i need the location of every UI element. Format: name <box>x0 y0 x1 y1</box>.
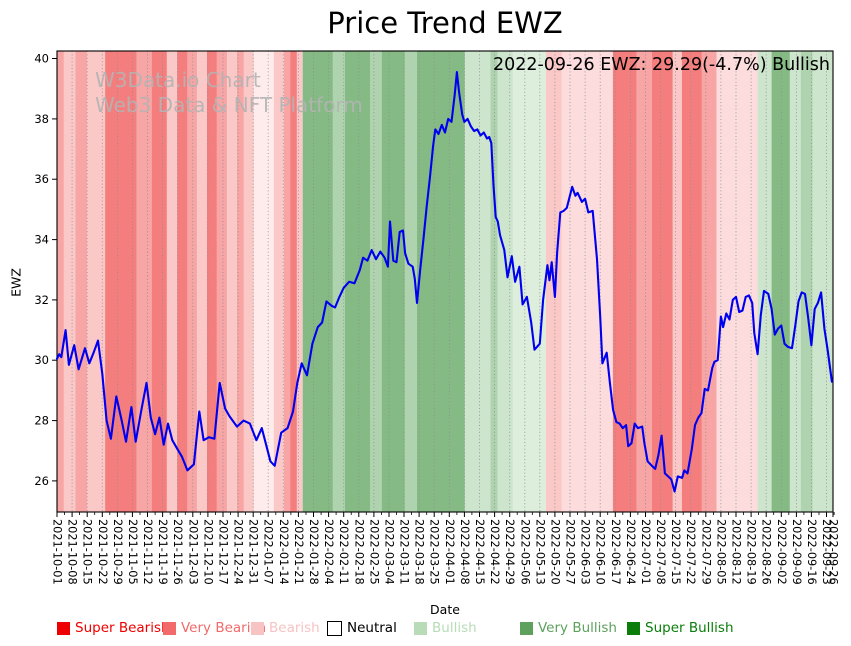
svg-text:2022-08-26: 2022-08-26 <box>760 519 773 585</box>
sentiment-bands <box>57 51 833 512</box>
legend-label: Neutral <box>347 620 397 636</box>
legend-swatch-icon <box>163 621 176 635</box>
svg-text:2021-11-19: 2021-11-19 <box>156 519 169 585</box>
legend-label: Super Bearish <box>75 620 170 636</box>
legend-item-bullish: Bullish <box>414 620 477 636</box>
svg-text:2021-12-10: 2021-12-10 <box>201 519 214 585</box>
svg-text:2022-06-24: 2022-06-24 <box>624 519 637 585</box>
legend-swatch-icon <box>251 621 264 635</box>
x-axis-label: Date <box>430 602 460 617</box>
svg-text:2022-09-23: 2022-09-23 <box>820 519 833 585</box>
svg-text:2022-05-13: 2022-05-13 <box>533 519 546 585</box>
legend-swatch-icon <box>627 621 640 635</box>
y-ticks: 26 28 30 32 34 36 38 40 <box>34 52 57 488</box>
svg-text:2022-05-20: 2022-05-20 <box>548 519 561 585</box>
svg-text:2021-11-26: 2021-11-26 <box>171 519 184 585</box>
svg-text:34: 34 <box>34 233 49 247</box>
svg-text:28: 28 <box>34 414 49 428</box>
svg-text:2021-10-29: 2021-10-29 <box>111 519 124 585</box>
svg-text:2022-01-21: 2022-01-21 <box>292 519 305 585</box>
svg-text:2022-02-04: 2022-02-04 <box>322 519 335 585</box>
svg-text:2022-08-05: 2022-08-05 <box>714 519 727 585</box>
latest-price-annotation: 2022-09-26 EWZ: 29.29(-4.7%) Bullish <box>492 55 830 75</box>
svg-text:2022-01-14: 2022-01-14 <box>277 519 290 585</box>
svg-text:2022-08-12: 2022-08-12 <box>730 519 743 585</box>
svg-text:2022-01-28: 2022-01-28 <box>307 519 320 585</box>
svg-text:2021-12-17: 2021-12-17 <box>217 519 230 585</box>
svg-text:2021-12-03: 2021-12-03 <box>186 519 199 585</box>
svg-text:40: 40 <box>34 52 49 66</box>
svg-text:2022-07-08: 2022-07-08 <box>654 519 667 585</box>
svg-text:2022-02-25: 2022-02-25 <box>367 519 380 585</box>
legend-item-very-bullish: Very Bullish <box>520 620 617 636</box>
svg-text:2021-10-01: 2021-10-01 <box>51 519 64 585</box>
svg-text:2021-10-22: 2021-10-22 <box>96 519 109 585</box>
svg-text:2022-09-26: 2022-09-26 <box>827 519 840 585</box>
price-line <box>55 71 833 493</box>
svg-text:2021-12-24: 2021-12-24 <box>232 519 245 585</box>
legend-label: Super Bullish <box>645 620 734 636</box>
svg-text:2021-10-08: 2021-10-08 <box>66 519 79 585</box>
svg-text:2022-02-11: 2022-02-11 <box>337 519 350 585</box>
svg-text:2022-06-10: 2022-06-10 <box>594 519 607 585</box>
legend-label: Bearish <box>269 620 320 636</box>
svg-text:2022-05-06: 2022-05-06 <box>518 519 531 585</box>
svg-text:2022-06-03: 2022-06-03 <box>579 519 592 585</box>
svg-text:2022-07-29: 2022-07-29 <box>699 519 712 585</box>
legend-item-bearish: Bearish <box>251 620 320 636</box>
legend-swatch-icon <box>520 621 533 635</box>
svg-text:2022-04-29: 2022-04-29 <box>503 519 516 585</box>
legend-item-neutral: Neutral <box>327 620 397 636</box>
svg-text:26: 26 <box>34 474 49 488</box>
svg-text:2022-03-25: 2022-03-25 <box>428 519 441 585</box>
svg-text:36: 36 <box>34 172 49 186</box>
svg-text:2022-05-27: 2022-05-27 <box>564 519 577 585</box>
svg-text:2022-09-16: 2022-09-16 <box>805 519 818 585</box>
svg-text:2022-06-17: 2022-06-17 <box>609 519 622 585</box>
svg-text:2021-10-15: 2021-10-15 <box>81 519 94 585</box>
svg-text:2022-03-11: 2022-03-11 <box>398 519 411 585</box>
svg-text:2022-03-18: 2022-03-18 <box>413 519 426 585</box>
x-grid-and-ticks: 2021-10-01 2021-10-08 2021-10-15 2021-10-22… <box>51 51 840 585</box>
legend-label: Very Bearish <box>181 620 267 636</box>
svg-text:2022-07-01: 2022-07-01 <box>639 519 652 585</box>
svg-text:30: 30 <box>34 353 49 367</box>
svg-text:2021-11-05: 2021-11-05 <box>126 519 139 585</box>
watermark-line1: W3Data.io Chart <box>95 68 261 92</box>
svg-text:32: 32 <box>34 293 49 307</box>
svg-text:2022-04-15: 2022-04-15 <box>473 519 486 585</box>
watermark-line2: Web3 Data & NFT Platform <box>95 93 363 117</box>
legend-swatch-icon <box>414 621 427 635</box>
svg-text:2021-12-31: 2021-12-31 <box>247 519 260 585</box>
svg-text:2022-09-09: 2022-09-09 <box>790 519 803 585</box>
sentiment-legend: Super Bearish Very Bearish Bearish Neutral B… <box>0 620 851 640</box>
legend-item-very-bearish: Very Bearish <box>163 620 266 636</box>
watermark: W3Data.io Chart Web3 Data & NFT Platform <box>95 68 363 118</box>
svg-text:2022-02-18: 2022-02-18 <box>352 519 365 585</box>
svg-text:2021-11-12: 2021-11-12 <box>141 519 154 585</box>
svg-text:2022-07-22: 2022-07-22 <box>684 519 697 585</box>
chart-title: Price Trend EWZ <box>327 6 563 40</box>
svg-text:2022-04-01: 2022-04-01 <box>443 519 456 585</box>
axes-spines <box>56 50 834 513</box>
svg-text:2022-01-07: 2022-01-07 <box>262 519 275 585</box>
legend-swatch-icon <box>327 620 342 636</box>
svg-text:2022-04-08: 2022-04-08 <box>458 519 471 585</box>
legend-label: Very Bullish <box>538 620 617 636</box>
svg-text:2022-07-15: 2022-07-15 <box>669 519 682 585</box>
svg-text:2022-03-04: 2022-03-04 <box>383 519 396 585</box>
y-axis-label: EWZ <box>8 268 24 297</box>
legend-item-super-bullish: Super Bullish <box>627 620 734 636</box>
legend-item-super-bearish: Super Bearish <box>57 620 170 636</box>
svg-text:2022-08-19: 2022-08-19 <box>745 519 758 585</box>
svg-text:38: 38 <box>34 112 49 126</box>
svg-text:2022-04-22: 2022-04-22 <box>488 519 501 585</box>
svg-text:2022-09-02: 2022-09-02 <box>775 519 788 585</box>
legend-swatch-icon <box>57 621 70 635</box>
legend-label: Bullish <box>432 620 477 636</box>
